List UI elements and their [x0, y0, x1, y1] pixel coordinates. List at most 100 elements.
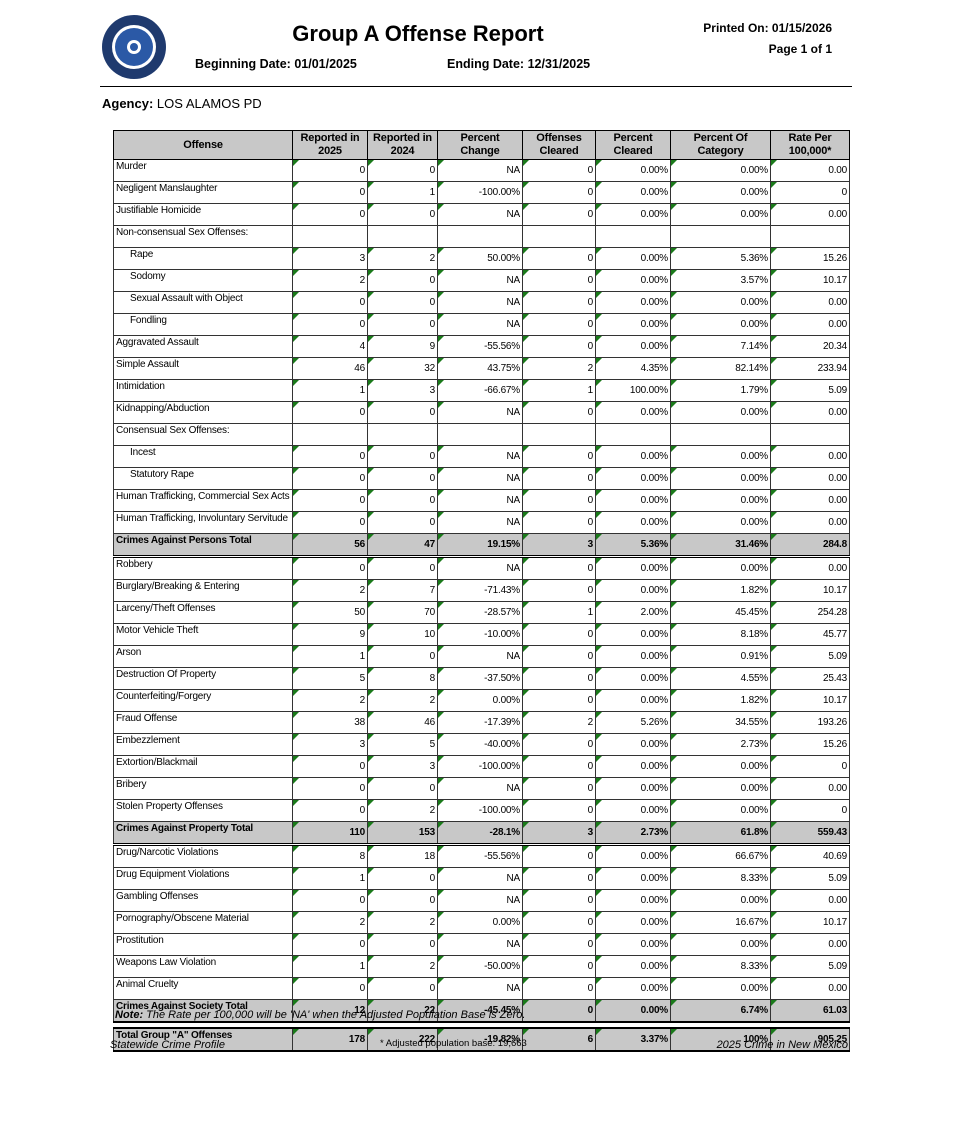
cell: 0	[522, 269, 596, 292]
cell: NA	[437, 645, 523, 668]
cell: 16.67%	[670, 911, 771, 934]
offense-cell: Larceny/Theft Offenses	[113, 601, 293, 624]
cell: 1.82%	[670, 689, 771, 712]
cell: NA	[437, 511, 523, 534]
cell: NA	[437, 777, 523, 800]
table-row: Robbery 0 0 NA 0 0.00% 0.00% 0.00	[113, 555, 850, 580]
cell: 0	[367, 867, 438, 890]
cell: -28.1%	[437, 821, 523, 846]
cell: 0.00%	[670, 445, 771, 468]
cell: NA	[437, 203, 523, 226]
label: Agency:	[102, 96, 154, 111]
offense-cell: Sexual Assault with Object	[113, 291, 293, 314]
cell: 0.00	[770, 159, 850, 182]
cell: 3.57%	[670, 269, 771, 292]
table-row: Sexual Assault with Object 0 0 NA 0 0.00% 0.00…	[113, 291, 850, 314]
cell: 45.77	[770, 623, 850, 646]
cell: 0.00%	[670, 511, 771, 534]
offense-cell: Human Trafficking, Commercial Sex Acts	[113, 489, 293, 512]
table-row: Total Group "A" Offenses 178 222 -19.82% 6 3.…	[113, 1027, 850, 1052]
cell: 82.14%	[670, 357, 771, 380]
cell: 0	[522, 645, 596, 668]
cell: NA	[437, 467, 523, 490]
cell: 50	[292, 601, 368, 624]
cell: 70	[367, 601, 438, 624]
cell: 2	[367, 689, 438, 712]
cell: 0	[770, 181, 850, 204]
offense-cell: Fondling	[113, 313, 293, 336]
empty-cell	[437, 423, 523, 446]
cell: 0	[292, 977, 368, 1000]
table-row: Justifiable Homicide 0 0 NA 0 0.00% 0.00% 0.00	[113, 203, 850, 226]
cell: 10	[367, 623, 438, 646]
cell: 0.00%	[595, 247, 671, 270]
cell: 2	[292, 579, 368, 602]
cell: 0	[522, 467, 596, 490]
cell: 0	[367, 933, 438, 956]
cell: 61.03	[770, 999, 850, 1023]
cell: 3	[292, 247, 368, 270]
text: The Rate per 100,000 will be 'NA' when t…	[146, 1009, 526, 1021]
cell: 5.36%	[595, 533, 671, 558]
cell: 0.00%	[595, 777, 671, 800]
cell: 0	[522, 799, 596, 822]
cell: 9	[367, 335, 438, 358]
table-row: Destruction Of Property 5 8 -37.50% 0 0.00% 4.…	[113, 667, 850, 690]
cell: 0.00%	[595, 511, 671, 534]
cell: 3	[292, 733, 368, 756]
printed-on: Printed On: 01/15/2026	[703, 21, 832, 35]
cell: 0.00%	[670, 467, 771, 490]
cell: 0.00	[770, 977, 850, 1000]
cell: 0	[292, 511, 368, 534]
cell: 0.00%	[670, 555, 771, 580]
empty-cell	[770, 225, 850, 248]
cell: 0.00	[770, 889, 850, 912]
cell: -50.00%	[437, 955, 523, 978]
cell: NA	[437, 867, 523, 890]
cell: 2	[367, 247, 438, 270]
cell: 2.00%	[595, 601, 671, 624]
cell: 0.00%	[670, 777, 771, 800]
cell: 0.00%	[595, 489, 671, 512]
cell: 61.8%	[670, 821, 771, 846]
offense-cell: Pornography/Obscene Material	[113, 911, 293, 934]
cell: 0	[367, 159, 438, 182]
cell: 0	[522, 181, 596, 204]
cell: 15.26	[770, 733, 850, 756]
table-row: Fondling 0 0 NA 0 0.00% 0.00% 0.00	[113, 313, 850, 336]
cell: 2	[292, 269, 368, 292]
cell: 0	[292, 755, 368, 778]
table-row: Counterfeiting/Forgery 2 2 0.00% 0 0.00% 1.82%…	[113, 689, 850, 712]
cell: 0	[292, 777, 368, 800]
table-row: Human Trafficking, Involuntary Servitude…	[113, 511, 850, 534]
cell: 0	[367, 291, 438, 314]
offense-cell: Robbery	[113, 555, 293, 580]
cell: 0	[522, 777, 596, 800]
cell: 1	[522, 379, 596, 402]
cell: 1	[292, 955, 368, 978]
table-row: Murder 0 0 NA 0 0.00% 0.00% 0.00	[113, 159, 850, 182]
cell: 0	[522, 977, 596, 1000]
column-header: Percent Cleared	[595, 130, 671, 160]
table-row: Stolen Property Offenses 0 2 -100.00% 0 0.00%…	[113, 799, 850, 822]
table-row: Intimidation 1 3 -66.67% 1 100.00% 1.79% 5.09	[113, 379, 850, 402]
cell: -17.39%	[437, 711, 523, 734]
footer-left: Statewide Crime Profile	[110, 1039, 225, 1051]
cell: 0	[367, 777, 438, 800]
cell: NA	[437, 269, 523, 292]
offense-cell: Negligent Manslaughter	[113, 181, 293, 204]
cell: 38	[292, 711, 368, 734]
cell: 40.69	[770, 843, 850, 868]
offense-table: Offense Reported in 2025 Reported in 2024 P…	[113, 130, 850, 1052]
label: Ending Date:	[447, 57, 525, 71]
heading-cell: Consensual Sex Offenses:	[113, 423, 293, 446]
cell: 5	[292, 667, 368, 690]
cell: -100.00%	[437, 799, 523, 822]
table-row: Negligent Manslaughter 0 1 -100.00% 0 0.00% 0.…	[113, 181, 850, 204]
cell: 0.00%	[437, 689, 523, 712]
cell: 0	[367, 203, 438, 226]
cell: 1	[292, 867, 368, 890]
column-header: Reported in 2025	[292, 130, 368, 160]
empty-cell	[367, 423, 438, 446]
cell: 0	[522, 755, 596, 778]
